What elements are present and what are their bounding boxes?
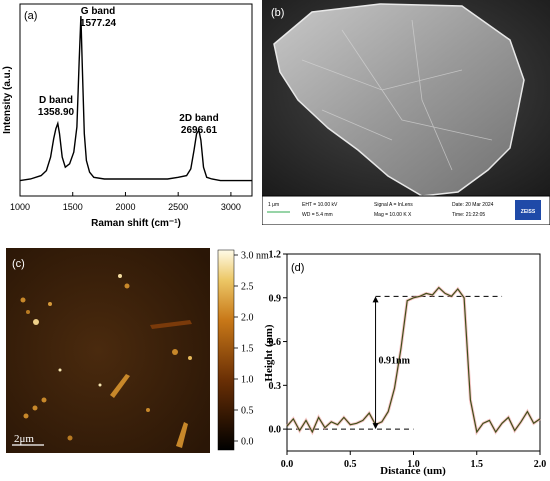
raman-axes-frame bbox=[19, 3, 253, 197]
g-band-value: 1577.24 bbox=[80, 18, 117, 29]
sem-date: Date: 20 Mar 2024 bbox=[452, 202, 494, 208]
colorbar-tick-label: 0.0 bbox=[241, 437, 254, 448]
sem-image: (b) 1 μm EHT = 10.00 kV WD = 5.4 mm Sign… bbox=[262, 0, 550, 225]
afm-image: (c) 2μm 3.0 nm 2.5 2.0 1.5 1.0 0.5 0.0 bbox=[6, 248, 269, 453]
raman-x-tick-label: 2000 bbox=[115, 202, 135, 212]
afm-colorbar-ticks: 3.0 nm 2.5 2.0 1.5 1.0 0.5 0.0 bbox=[234, 251, 269, 448]
profile-y-tick-label: 0.9 bbox=[269, 293, 282, 304]
raman-x-ticks: 1000 1500 2000 2500 3000 bbox=[10, 192, 241, 212]
afm-scan bbox=[6, 248, 210, 453]
profile-axis-ticks: 0.0 0.5 1.0 1.5 2.0 0.0 0.3 0.6 0.9 1.2 bbox=[269, 250, 547, 471]
profile-series-glow bbox=[285, 285, 541, 436]
sem-mag: Mag = 10.00 K X bbox=[374, 212, 412, 218]
raman-x-tick-label: 1500 bbox=[63, 202, 83, 212]
sem-eht: EHT = 10.00 kV bbox=[302, 202, 338, 208]
panel-label-b: (b) bbox=[271, 7, 284, 19]
raman-x-tick-label: 1000 bbox=[10, 202, 30, 212]
afm-colorbar bbox=[217, 249, 235, 451]
d-band-value: 1358.90 bbox=[38, 107, 75, 118]
2d-band-value: 2696.61 bbox=[181, 125, 218, 136]
raman-chart: (a) 1000 1500 2000 2500 3000 D band 1358.90 … bbox=[2, 3, 253, 229]
profile-y-tick-label: 0.0 bbox=[269, 425, 282, 436]
afm-scale-label: 2μm bbox=[14, 433, 34, 445]
zeiss-logo bbox=[515, 200, 541, 220]
step-height-arrow bbox=[372, 296, 379, 430]
sem-time: Time: 21:22:05 bbox=[452, 212, 485, 218]
profile-reference-lines bbox=[287, 295, 503, 430]
profile-x-tick-label: 1.5 bbox=[471, 459, 484, 470]
profile-y-tick-label: 1.2 bbox=[269, 250, 282, 261]
profile-x-tick-label: 2.0 bbox=[534, 459, 547, 470]
profile-series-line bbox=[286, 286, 541, 434]
raman-x-tick-label: 3000 bbox=[221, 202, 241, 212]
sem-signal: Signal A = InLens bbox=[374, 202, 413, 208]
profile-x-tick-label: 0.0 bbox=[281, 459, 294, 470]
panel-label-c: (c) bbox=[12, 258, 25, 270]
colorbar-tick-label: 2.0 bbox=[241, 313, 254, 324]
raman-series-line bbox=[19, 15, 252, 182]
panel-label-a: (a) bbox=[24, 10, 37, 22]
raman-x-axis-label: Raman shift (cm⁻¹) bbox=[91, 218, 181, 229]
panel-label-d: (d) bbox=[291, 262, 304, 274]
colorbar-tick-label: 1.5 bbox=[241, 344, 254, 355]
profile-x-tick-label: 0.5 bbox=[344, 459, 357, 470]
profile-y-tick-label: 0.6 bbox=[269, 337, 282, 348]
g-band-label: G band bbox=[81, 6, 115, 17]
profile-y-tick-label: 0.3 bbox=[269, 381, 282, 392]
colorbar-tick-label: 0.5 bbox=[241, 406, 254, 417]
colorbar-tick-label: 2.5 bbox=[241, 282, 254, 293]
afm-panel: (c) 2μm 3.0 nm 2.5 2.0 1.5 1.0 0.5 0.0 bbox=[0, 240, 275, 481]
colorbar-tick-label: 1.0 bbox=[241, 375, 254, 386]
height-profile-panel: (d) 0.0 0.5 1.0 1.5 2.0 0.0 0.3 0.6 0.9 1.2 0.91n… bbox=[262, 240, 550, 481]
step-height-label: 0.91nm bbox=[379, 355, 411, 366]
zeiss-logo-text: ZEISS bbox=[521, 209, 536, 215]
raman-panel: (a) 1000 1500 2000 2500 3000 D band 1358.90 … bbox=[0, 0, 260, 230]
raman-y-axis-label: Intensity (a.u.) bbox=[2, 66, 13, 134]
raman-x-tick-label: 2500 bbox=[168, 202, 188, 212]
height-profile-chart: (d) 0.0 0.5 1.0 1.5 2.0 0.0 0.3 0.6 0.9 1.2 0.91n… bbox=[263, 250, 547, 478]
sem-info-bar bbox=[262, 195, 550, 225]
d-band-label: D band bbox=[39, 95, 73, 106]
profile-x-tick-label: 1.0 bbox=[407, 459, 420, 470]
sem-panel: (b) 1 μm EHT = 10.00 kV WD = 5.4 mm Sign… bbox=[262, 0, 550, 225]
sem-scale-label: 1 μm bbox=[268, 202, 279, 208]
2d-band-label: 2D band bbox=[179, 113, 218, 124]
profile-x-axis-label: Distance (um) bbox=[380, 465, 446, 477]
afm-features bbox=[20, 274, 192, 448]
flake-wrinkles bbox=[301, 19, 493, 171]
colorbar-tick-label: 3.0 nm bbox=[241, 251, 269, 262]
sem-wd: WD = 5.4 mm bbox=[302, 212, 333, 218]
graphene-flake bbox=[273, 3, 525, 197]
profile-y-axis-label: Height (nm) bbox=[263, 324, 275, 381]
